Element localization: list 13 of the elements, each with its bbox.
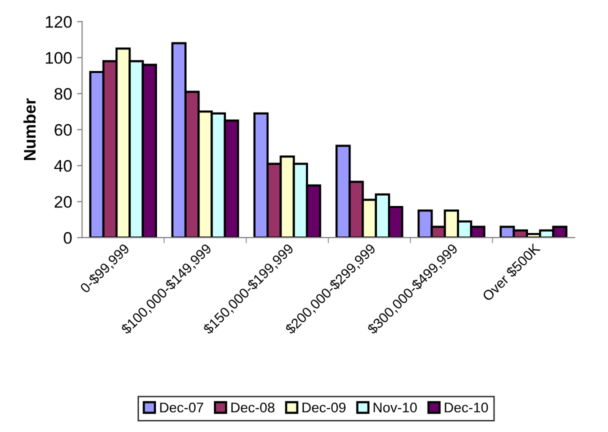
y-tick-label: 40	[54, 160, 72, 172]
y-tick-label: 60	[54, 124, 72, 136]
legend-label: Dec-10	[444, 402, 488, 412]
y-tick-label: 120	[46, 16, 72, 28]
legend-label: Dec-08	[231, 402, 274, 412]
legend-label: Dec-07	[160, 402, 204, 412]
y-axis-title: Number	[23, 98, 36, 160]
y-tick-label: 100	[46, 52, 72, 64]
legend-label: Nov-10	[374, 402, 417, 412]
y-tick-label: 20	[54, 196, 72, 208]
y-tick-label: 80	[54, 88, 72, 100]
legend-label: Dec-09	[302, 402, 346, 412]
y-tick-label: 0	[64, 232, 72, 244]
